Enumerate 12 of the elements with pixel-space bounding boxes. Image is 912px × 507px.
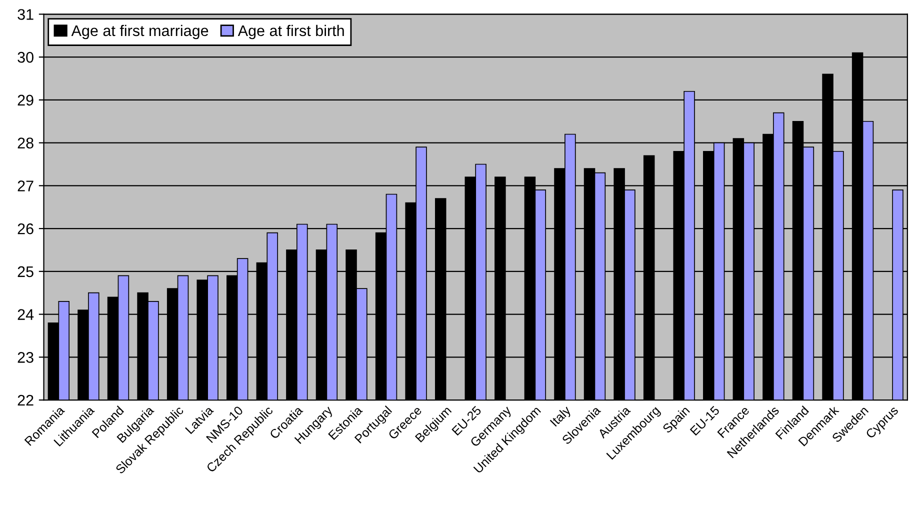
- y-tick-label: 29: [18, 94, 34, 106]
- y-tick-label: 26: [18, 223, 34, 234]
- y-tick-label: 27: [18, 180, 34, 192]
- y-tick-label: 24: [18, 309, 34, 320]
- y-tick-label: 28: [18, 138, 34, 148]
- y-tick-label: 23: [18, 352, 34, 363]
- legend-label: Age at first marriage: [71, 24, 208, 40]
- y-tick-label: 30: [18, 52, 34, 63]
- y-tick-label: 22: [18, 394, 34, 406]
- legend-label: Age at first birth: [238, 24, 344, 40]
- y-tick-label: 25: [18, 266, 34, 278]
- y-tick-label: 31: [18, 9, 34, 20]
